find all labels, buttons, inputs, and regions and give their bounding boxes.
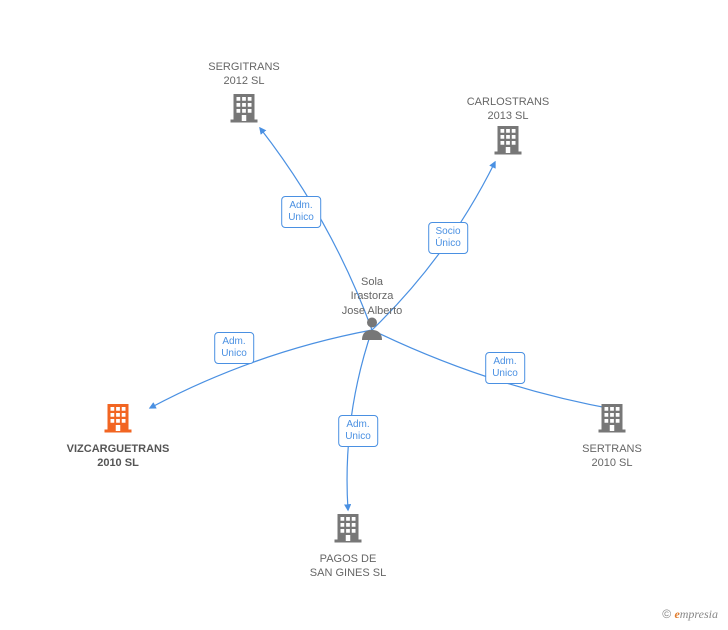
node-label-line2: 2013 SL xyxy=(488,110,529,122)
center-label: Sola Irastorza Jose Alberto xyxy=(322,275,422,318)
node-label: SERGITRANS 2012 SL xyxy=(174,60,314,89)
edge-label: Adm.Unico xyxy=(214,332,254,364)
edge-label-line2: Único xyxy=(435,238,461,249)
node-label-line1: SERGITRANS xyxy=(208,61,280,73)
node-label-line1: VIZCARGUETRANS xyxy=(67,443,170,455)
building-icon xyxy=(100,400,136,441)
node-label: CARLOSTRANS 2013 SL xyxy=(438,95,578,124)
node-label-line1: CARLOSTRANS xyxy=(467,96,550,108)
edge-label: SocioÚnico xyxy=(428,222,468,254)
node-label-line2: SAN GINES SL xyxy=(310,567,386,579)
building-icon xyxy=(594,400,630,441)
center-label-line3: Jose Alberto xyxy=(342,305,403,317)
node-label-line1: SERTRANS xyxy=(582,443,642,455)
node-label-line1: PAGOS DE xyxy=(320,553,377,565)
building-icon xyxy=(330,510,366,551)
node-label: PAGOS DE SAN GINES SL xyxy=(278,552,418,581)
edge-label: Adm.Unico xyxy=(338,415,378,447)
edge-label-line1: Adm. xyxy=(493,356,516,367)
edge-label-line2: Unico xyxy=(288,212,314,223)
center-label-line1: Sola xyxy=(361,276,383,288)
edge-label-line1: Adm. xyxy=(346,419,369,430)
node-label-line2: 2010 SL xyxy=(592,457,633,469)
edge-label-line2: Unico xyxy=(221,348,247,359)
edge-label-line2: Unico xyxy=(345,431,371,442)
edge-label: Adm.Unico xyxy=(485,352,525,384)
node-label: VIZCARGUETRANS 2010 SL xyxy=(48,442,188,471)
edge-label: Adm.Unico xyxy=(281,196,321,228)
edge-path xyxy=(150,330,372,408)
edge-label-line1: Socio xyxy=(435,226,460,237)
edge-label-line1: Adm. xyxy=(289,200,312,211)
center-label-line2: Irastorza xyxy=(351,290,394,302)
building-icon xyxy=(226,90,262,131)
edge-label-line2: Unico xyxy=(492,368,518,379)
building-icon xyxy=(490,122,526,163)
node-label: SERTRANS 2010 SL xyxy=(542,442,682,471)
node-label-line2: 2010 SL xyxy=(97,457,139,469)
node-label-line2: 2012 SL xyxy=(224,75,265,87)
edge-label-line1: Adm. xyxy=(222,336,245,347)
